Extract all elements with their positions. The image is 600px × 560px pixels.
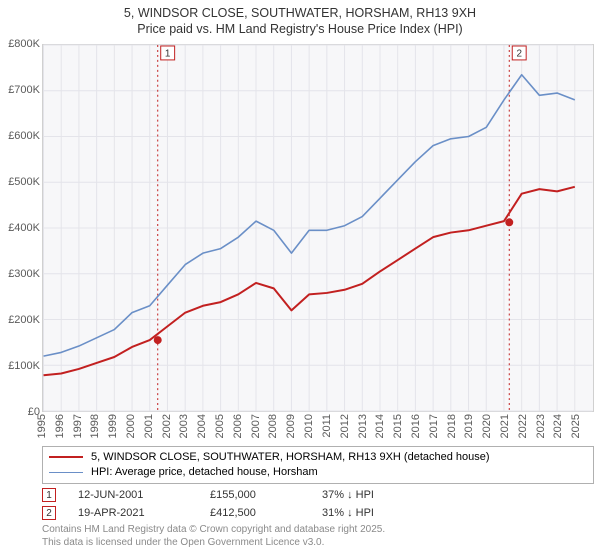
x-tick-label: 2001 bbox=[143, 414, 155, 438]
transaction-date: 12-JUN-2001 bbox=[78, 489, 188, 501]
x-tick-label: 1996 bbox=[54, 414, 66, 438]
x-tick-label: 1995 bbox=[36, 414, 48, 438]
x-tick-label: 2010 bbox=[303, 414, 315, 438]
x-tick-label: 2008 bbox=[267, 414, 279, 438]
footer: Contains HM Land Registry data © Crown c… bbox=[42, 524, 594, 549]
legend-label-hpi: HPI: Average price, detached house, Hors… bbox=[91, 465, 318, 480]
x-tick-label: 2013 bbox=[357, 414, 369, 438]
svg-text:1: 1 bbox=[165, 48, 171, 59]
y-tick-label: £100K bbox=[8, 360, 40, 372]
x-tick-label: 2022 bbox=[517, 414, 529, 438]
title-line-1: 5, WINDSOR CLOSE, SOUTHWATER, HORSHAM, R… bbox=[0, 6, 600, 22]
x-tick-label: 2014 bbox=[374, 414, 386, 438]
transaction-row: 2 19-APR-2021 £412,500 31% ↓ HPI bbox=[42, 504, 594, 522]
transactions: 1 12-JUN-2001 £155,000 37% ↓ HPI 2 19-AP… bbox=[42, 486, 594, 522]
y-tick-label: £800K bbox=[8, 38, 40, 50]
footer-line-1: Contains HM Land Registry data © Crown c… bbox=[42, 524, 594, 537]
y-tick-label: £600K bbox=[8, 130, 40, 142]
transaction-price: £412,500 bbox=[210, 507, 300, 519]
x-tick-label: 2009 bbox=[285, 414, 297, 438]
legend-swatch-price-paid bbox=[49, 456, 83, 458]
transaction-delta: 31% ↓ HPI bbox=[322, 507, 374, 519]
x-tick-label: 2024 bbox=[552, 414, 564, 438]
legend-label-price-paid: 5, WINDSOR CLOSE, SOUTHWATER, HORSHAM, R… bbox=[91, 450, 490, 465]
x-tick-label: 2011 bbox=[321, 414, 333, 438]
y-tick-label: £300K bbox=[8, 268, 40, 280]
x-tick-label: 2003 bbox=[178, 414, 190, 438]
transaction-marker-label: 2 bbox=[46, 508, 52, 519]
chart-container: 5, WINDSOR CLOSE, SOUTHWATER, HORSHAM, R… bbox=[0, 0, 600, 560]
x-tick-label: 2000 bbox=[125, 414, 137, 438]
x-tick-label: 1999 bbox=[107, 414, 119, 438]
x-tick-label: 2020 bbox=[481, 414, 493, 438]
legend-row-price-paid: 5, WINDSOR CLOSE, SOUTHWATER, HORSHAM, R… bbox=[49, 450, 587, 465]
transaction-date: 19-APR-2021 bbox=[78, 507, 188, 519]
x-tick-label: 2025 bbox=[570, 414, 582, 438]
y-tick-label: £200K bbox=[8, 314, 40, 326]
x-tick-label: 2007 bbox=[250, 414, 262, 438]
x-tick-label: 2016 bbox=[410, 414, 422, 438]
y-tick-label: £500K bbox=[8, 176, 40, 188]
x-tick-label: 2002 bbox=[161, 414, 173, 438]
plot-area: 12 bbox=[42, 44, 594, 412]
x-tick-label: 2023 bbox=[535, 414, 547, 438]
x-tick-label: 2017 bbox=[428, 414, 440, 438]
y-tick-label: £700K bbox=[8, 84, 40, 96]
title-line-2: Price paid vs. HM Land Registry's House … bbox=[0, 22, 600, 38]
transaction-delta: 37% ↓ HPI bbox=[322, 489, 374, 501]
x-tick-label: 2015 bbox=[392, 414, 404, 438]
y-tick-label: £400K bbox=[8, 222, 40, 234]
transaction-price: £155,000 bbox=[210, 489, 300, 501]
transaction-marker-icon: 1 bbox=[42, 488, 56, 502]
x-tick-label: 2021 bbox=[499, 414, 511, 438]
x-tick-label: 1997 bbox=[72, 414, 84, 438]
x-tick-label: 2006 bbox=[232, 414, 244, 438]
legend: 5, WINDSOR CLOSE, SOUTHWATER, HORSHAM, R… bbox=[42, 446, 594, 484]
transaction-marker-icon: 2 bbox=[42, 506, 56, 520]
x-tick-label: 2005 bbox=[214, 414, 226, 438]
svg-text:2: 2 bbox=[516, 48, 522, 59]
x-tick-label: 1998 bbox=[89, 414, 101, 438]
x-tick-label: 2019 bbox=[463, 414, 475, 438]
transaction-row: 1 12-JUN-2001 £155,000 37% ↓ HPI bbox=[42, 486, 594, 504]
x-tick-label: 2004 bbox=[196, 414, 208, 438]
legend-row-hpi: HPI: Average price, detached house, Hors… bbox=[49, 465, 587, 480]
x-tick-label: 2018 bbox=[446, 414, 458, 438]
legend-swatch-hpi bbox=[49, 472, 83, 473]
plot-svg: 12 bbox=[43, 45, 593, 411]
chart-title: 5, WINDSOR CLOSE, SOUTHWATER, HORSHAM, R… bbox=[0, 0, 600, 37]
x-tick-label: 2012 bbox=[339, 414, 351, 438]
transaction-marker-label: 1 bbox=[46, 490, 52, 501]
footer-line-2: This data is licensed under the Open Gov… bbox=[42, 537, 594, 550]
